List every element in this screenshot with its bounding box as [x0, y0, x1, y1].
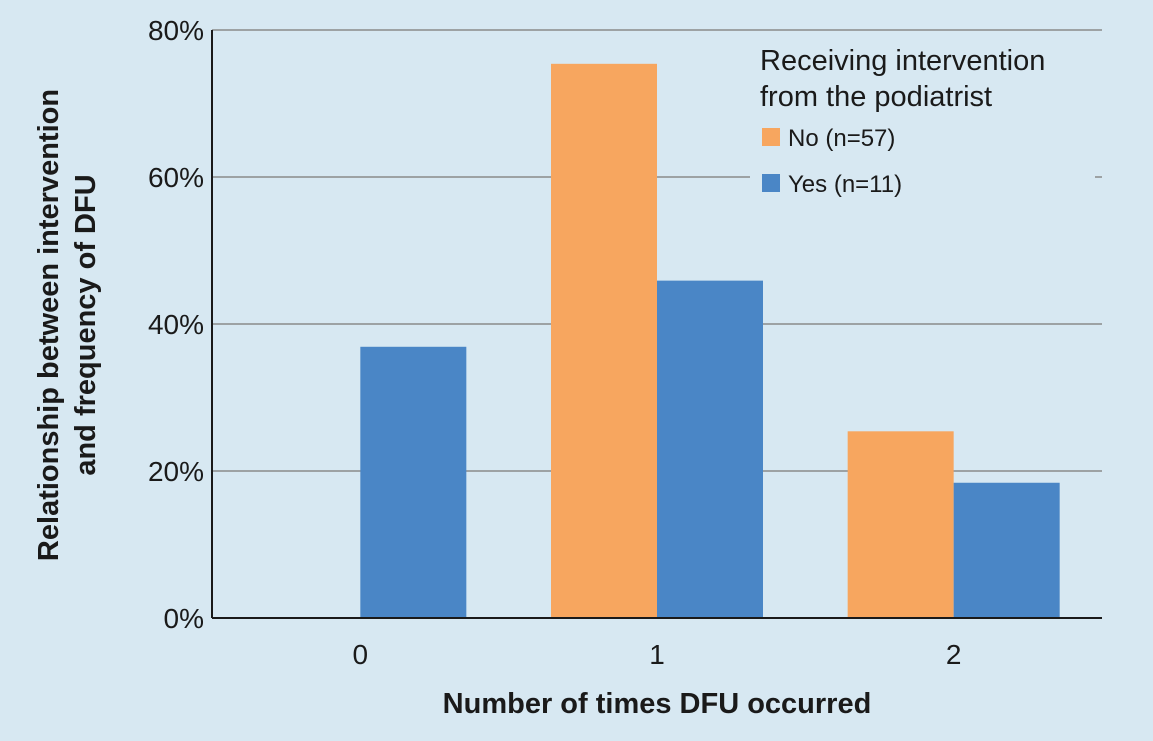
y-tick-label: 60%	[148, 162, 204, 193]
legend-background	[750, 36, 1095, 216]
y-axis-title-line-2: and frequency of DFU	[70, 174, 102, 475]
bar-no-2	[847, 431, 954, 618]
legend: Receiving intervention from the podiatri…	[750, 36, 1095, 216]
x-tick-label: 2	[946, 639, 962, 670]
x-axis-title: Number of times DFU occurred	[443, 688, 872, 720]
legend-swatch-no	[762, 128, 780, 146]
legend-title-line-2: from the podiatrist	[760, 81, 992, 113]
legend-swatch-yes	[762, 174, 780, 192]
axes: 0% 20% 40% 60% 80% 0 1 2	[148, 15, 1102, 670]
legend-title-line-1: Receiving intervention	[760, 45, 1045, 77]
bar-yes-1	[657, 280, 763, 618]
y-tick-label: 40%	[148, 309, 204, 340]
bars	[360, 63, 1060, 619]
bar-yes-0	[360, 346, 467, 618]
bar-no-1	[551, 63, 657, 619]
x-tick-label: 1	[649, 639, 665, 670]
y-axis-title-line-1: Relationship between intervention	[33, 89, 65, 561]
bar-yes-2	[953, 482, 1060, 618]
legend-label-yes: Yes (n=11)	[788, 171, 902, 198]
y-tick-label: 20%	[148, 456, 204, 487]
y-tick-label: 80%	[148, 15, 204, 46]
y-tick-label: 0%	[164, 603, 204, 634]
y-axis-title: Relationship between intervention and fr…	[33, 89, 102, 561]
legend-label-no: No (n=57)	[788, 125, 895, 152]
x-tick-label: 0	[353, 639, 369, 670]
